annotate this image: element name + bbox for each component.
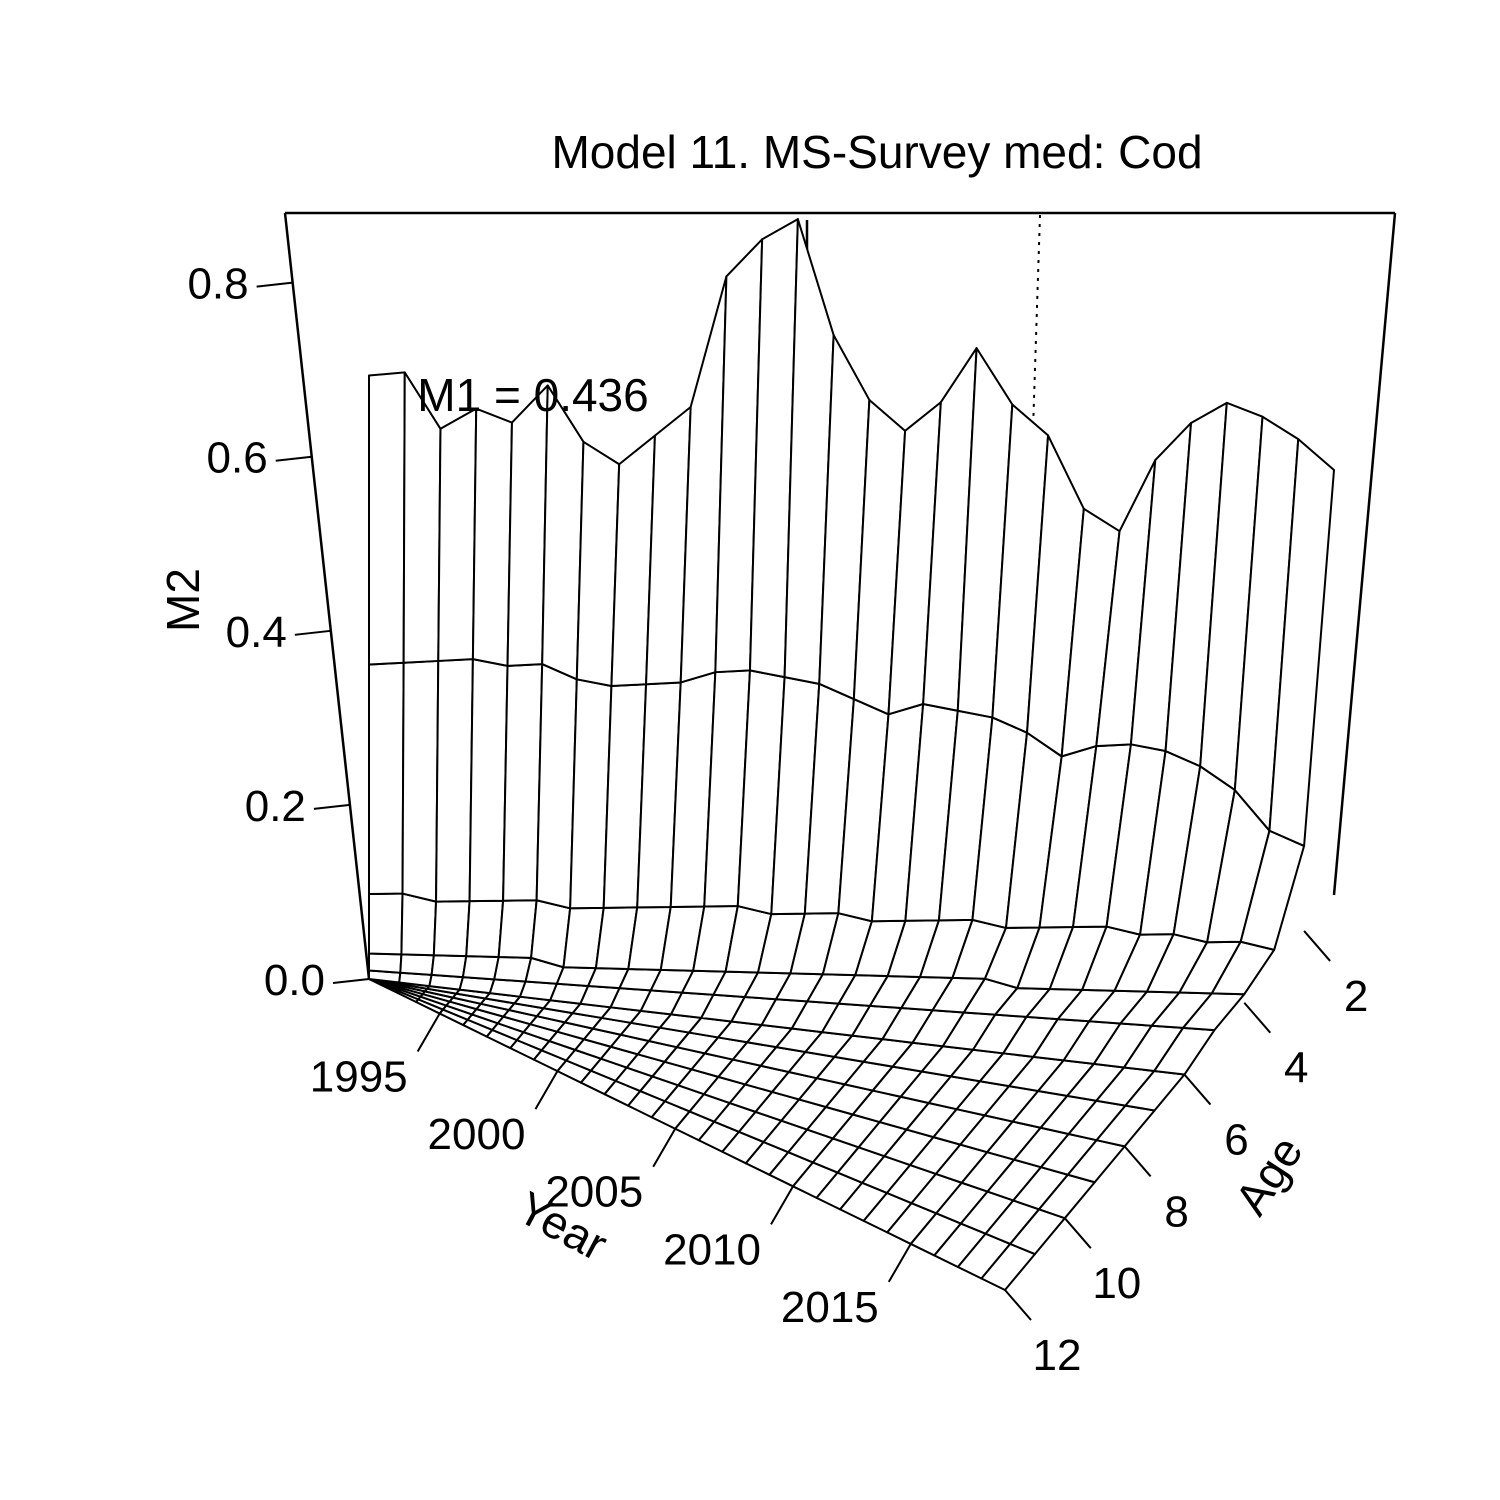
age-tick-label: 2 (1344, 972, 1368, 1021)
age-tick-label: 6 (1224, 1116, 1248, 1165)
axes: 0.00.20.40.60.81995200020052010201524681… (187, 260, 1368, 1380)
age-tick-mark (1243, 1002, 1272, 1034)
year-tick-mark (534, 1070, 559, 1110)
surface-cell (435, 658, 474, 903)
age-tick-label: 8 (1164, 1187, 1188, 1236)
surface-cell (465, 899, 505, 959)
surface-cell (437, 407, 478, 662)
surface-cell (368, 371, 406, 666)
age-tick-label: 4 (1284, 1044, 1308, 1093)
z-tick-mark (294, 629, 331, 636)
surface-cell (502, 663, 544, 902)
surface-cell (400, 892, 438, 957)
z-axis-label: M2 (157, 568, 209, 632)
box-left-edge (283, 212, 371, 980)
surface-cell (1268, 438, 1335, 847)
m1-annotation: M1 = 0.436 (417, 369, 648, 421)
age-tick-mark (1183, 1073, 1212, 1106)
surface-mesh (368, 218, 1335, 1291)
z-tick-label: 0.0 (264, 956, 325, 1005)
chart-title: Model 11. MS-Survey med: Cod (551, 126, 1202, 178)
surface-cell (368, 661, 405, 895)
z-tick-mark (313, 803, 351, 810)
surface-cell (401, 659, 440, 903)
surface-cell (368, 952, 403, 974)
year-tick-label: 2010 (663, 1225, 761, 1274)
z-tick-mark (275, 455, 312, 462)
z-tick-label: 0.2 (245, 782, 306, 831)
z-tick-label: 0.8 (187, 260, 248, 309)
surface-cell (461, 955, 500, 981)
surface-cell (506, 384, 549, 667)
surface-cell (471, 407, 513, 667)
age-tick-label: 10 (1092, 1259, 1141, 1308)
year-tick-label: 2000 (428, 1110, 526, 1159)
surface-cell (432, 900, 471, 958)
surface-cell (399, 953, 435, 976)
age-tick-label: 12 (1033, 1331, 1082, 1380)
year-tick-mark (652, 1128, 677, 1168)
year-tick-label: 2015 (781, 1283, 879, 1332)
year-tick-mark (416, 1013, 441, 1053)
z-tick-mark (332, 978, 370, 984)
year-tick-label: 1995 (310, 1053, 408, 1102)
box-right-edge (1332, 212, 1397, 896)
z-tick-mark (256, 281, 293, 288)
year-tick-label: 2005 (545, 1168, 643, 1217)
surface-cell (368, 892, 404, 956)
z-tick-label: 0.4 (226, 608, 287, 657)
z-tick-label: 0.6 (207, 434, 268, 483)
surface-cell (468, 658, 509, 903)
age-tick-mark (1064, 1217, 1092, 1249)
age-tick-mark (1303, 930, 1331, 962)
surface-cell (430, 954, 468, 979)
age-tick-mark (1004, 1289, 1032, 1321)
age-tick-mark (1123, 1145, 1152, 1178)
year-tick-mark (770, 1185, 794, 1225)
year-tick-mark (887, 1243, 912, 1283)
